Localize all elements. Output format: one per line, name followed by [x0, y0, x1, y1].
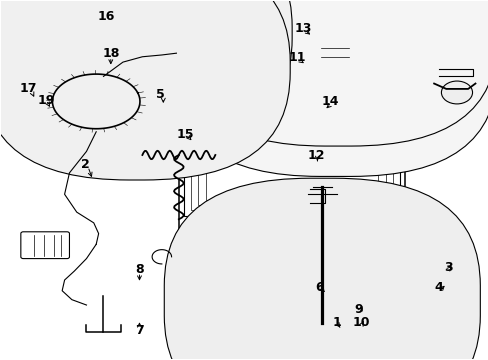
Text: 4: 4	[434, 281, 443, 294]
Text: 19: 19	[38, 94, 55, 107]
Text: 7: 7	[135, 324, 143, 337]
Text: 11: 11	[287, 51, 305, 64]
Text: 15: 15	[176, 128, 194, 141]
Text: 18: 18	[102, 47, 119, 60]
Text: 5: 5	[156, 89, 165, 102]
FancyBboxPatch shape	[0, 0, 289, 180]
Text: 9: 9	[354, 303, 362, 316]
Text: 12: 12	[307, 149, 325, 162]
Text: 16: 16	[97, 10, 114, 23]
Text: 13: 13	[294, 22, 311, 35]
Text: 14: 14	[321, 95, 338, 108]
FancyBboxPatch shape	[174, 0, 488, 176]
Text: 10: 10	[352, 316, 369, 329]
Text: 2: 2	[81, 158, 89, 171]
Text: 8: 8	[135, 263, 143, 276]
FancyBboxPatch shape	[0, 0, 291, 146]
FancyBboxPatch shape	[164, 178, 479, 360]
Text: 6: 6	[315, 281, 324, 294]
FancyBboxPatch shape	[179, 0, 488, 146]
Text: 1: 1	[332, 316, 341, 329]
Circle shape	[441, 81, 471, 104]
Text: 3: 3	[444, 261, 452, 274]
Text: 17: 17	[20, 82, 37, 95]
